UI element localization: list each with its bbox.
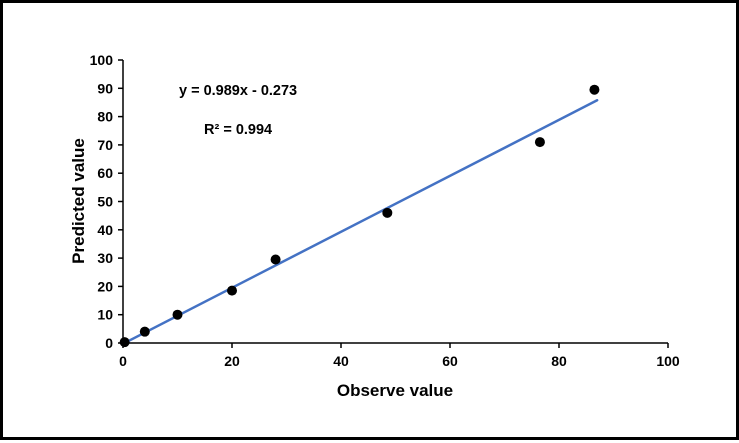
y-tick-label: 80 [97, 109, 113, 125]
x-tick-label: 80 [551, 353, 567, 369]
data-point [139, 326, 150, 337]
y-tick-label: 20 [97, 278, 113, 294]
x-tick-label: 20 [224, 353, 240, 369]
y-tick-label: 100 [90, 52, 114, 68]
y-tick-label: 10 [97, 307, 113, 323]
r-squared-label: R² = 0.994 [204, 122, 273, 138]
plot-svg: 0 20 40 60 80 100 0 10 20 30 40 50 60 70 80 90 100 [90, 52, 680, 369]
x-tick-label: 0 [119, 353, 127, 369]
data-point [270, 254, 281, 265]
trendline-equation: y = 0.989x - 0.273 [179, 83, 298, 99]
y-tick-label: 40 [97, 222, 113, 238]
x-tick-label: 60 [442, 353, 458, 369]
data-point [119, 337, 130, 348]
data-point [589, 84, 600, 95]
y-tick-label: 90 [97, 80, 113, 96]
data-point [382, 207, 393, 218]
scatter-chart: 0 20 40 60 80 100 0 10 20 30 40 50 60 70 80 90 100 y = 0… [3, 3, 739, 443]
y-tick-label: 0 [105, 335, 113, 351]
data-point [172, 309, 183, 320]
x-axis-title: Observe value [336, 381, 454, 400]
trendline [123, 99, 599, 345]
x-tick-label: 100 [656, 353, 680, 369]
y-tick-label: 50 [97, 194, 113, 210]
y-tick-label: 60 [97, 165, 113, 181]
y-axis-title: Predicted value [69, 138, 88, 264]
y-tick-label: 70 [97, 137, 113, 153]
y-tick-label: 30 [97, 250, 113, 266]
data-point [227, 285, 237, 296]
x-tick-label: 40 [333, 353, 349, 369]
data-point [534, 137, 545, 148]
